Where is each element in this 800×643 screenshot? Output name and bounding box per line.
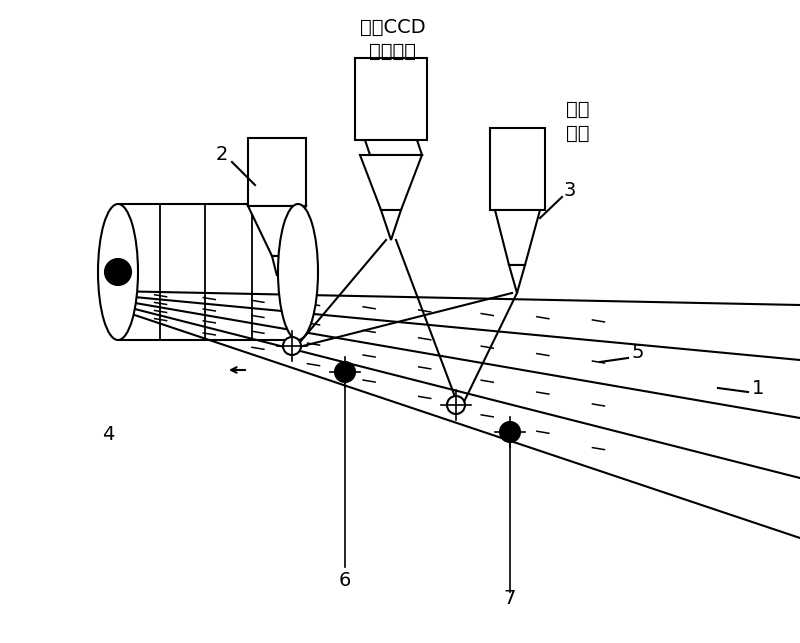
Text: 4: 4	[102, 426, 114, 444]
Text: 3: 3	[564, 181, 576, 199]
Polygon shape	[495, 210, 540, 265]
Text: 光源: 光源	[566, 124, 590, 143]
Polygon shape	[360, 155, 422, 210]
Circle shape	[283, 337, 301, 355]
Circle shape	[500, 422, 520, 442]
Text: 6: 6	[339, 570, 351, 590]
Circle shape	[335, 362, 355, 382]
Text: 1: 1	[752, 379, 764, 397]
Text: 线阵CCD: 线阵CCD	[360, 18, 426, 37]
Polygon shape	[248, 206, 306, 256]
Polygon shape	[490, 128, 545, 210]
Polygon shape	[272, 256, 282, 276]
Circle shape	[447, 396, 465, 414]
Text: 5: 5	[632, 343, 644, 361]
Text: 光纤: 光纤	[566, 100, 590, 119]
Text: 7: 7	[504, 588, 516, 608]
Text: 2: 2	[216, 145, 228, 165]
Polygon shape	[509, 265, 525, 293]
Polygon shape	[381, 210, 401, 240]
Ellipse shape	[98, 204, 138, 340]
Ellipse shape	[278, 204, 318, 340]
Polygon shape	[365, 140, 422, 155]
Polygon shape	[248, 138, 306, 206]
Circle shape	[105, 259, 131, 285]
Polygon shape	[355, 58, 427, 140]
Text: 测试相机: 测试相机	[370, 42, 417, 61]
